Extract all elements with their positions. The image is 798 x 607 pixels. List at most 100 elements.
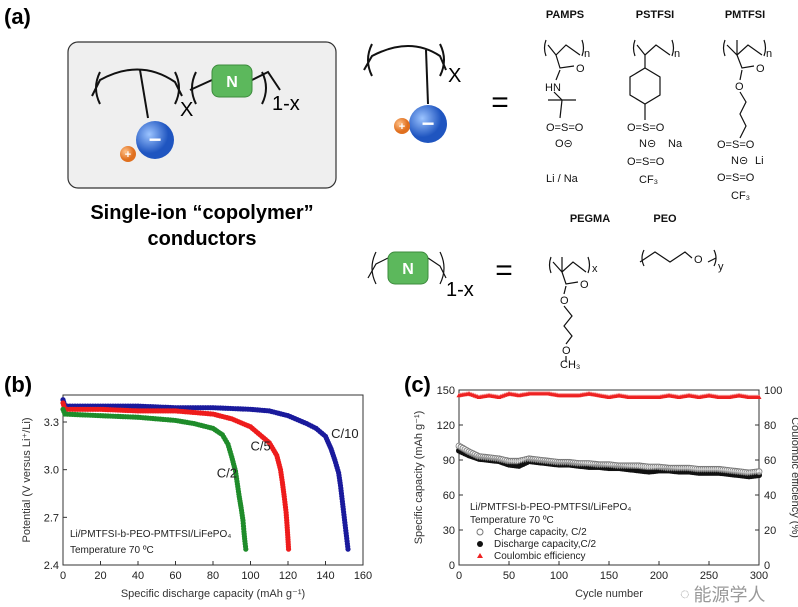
cation-sign: + bbox=[125, 149, 131, 161]
y-tick-label: 150 bbox=[437, 385, 455, 397]
anion-icon bbox=[136, 121, 174, 159]
x-tick-label: 60 bbox=[169, 570, 181, 582]
legend-label: Coulombic efficiency bbox=[494, 551, 586, 562]
atom-label: O bbox=[576, 63, 585, 75]
x-tick-label: 160 bbox=[354, 570, 372, 582]
atom-label: Na bbox=[668, 138, 683, 150]
neutral-block-icon bbox=[387, 251, 429, 285]
legend-marker-discharge bbox=[477, 541, 483, 547]
watermark: ◌ 能源学人 bbox=[680, 585, 766, 605]
y-right-tick-label: 100 bbox=[764, 385, 782, 397]
x-tick-label: 200 bbox=[650, 570, 668, 582]
ionic-block-chain bbox=[363, 43, 447, 105]
atom-label: O=S=O bbox=[717, 172, 755, 184]
atom-label: O bbox=[580, 279, 589, 291]
atom-label: N⊝ bbox=[731, 155, 748, 167]
x-tick-label: 120 bbox=[279, 570, 297, 582]
pmtfsi-name: PMTFSI bbox=[725, 9, 765, 21]
cation-icon bbox=[394, 118, 410, 134]
x-tick-label: 0 bbox=[456, 570, 462, 582]
anion-sign: − bbox=[149, 127, 162, 152]
y-tick-label: 30 bbox=[443, 525, 455, 537]
panel-label: (c) bbox=[404, 372, 431, 397]
x-axis-label: Cycle number bbox=[575, 588, 643, 600]
equals-sign: = bbox=[491, 86, 509, 119]
y-right-tick-label: 40 bbox=[764, 490, 776, 502]
equals-sign: = bbox=[495, 254, 513, 287]
x-tick-label: 100 bbox=[241, 570, 259, 582]
neutral-block-label: N bbox=[402, 261, 414, 278]
atom-label: x bbox=[592, 263, 598, 275]
wechat-icon: ◌ bbox=[680, 586, 690, 603]
y-tick-label: 2.4 bbox=[44, 560, 59, 572]
cation-icon bbox=[120, 146, 136, 162]
chart-b: (b) 0 20 40 60 80 100 120 140 160 2.4 2.7 3.0 3.3 Spec… bbox=[4, 372, 372, 600]
ionic-subscript-x: X bbox=[448, 65, 461, 87]
structure-atom-labels: n O HN O=S=O O⊝ Li / Na n O=S=O N⊝ Na O=… bbox=[545, 48, 772, 370]
y-tick-label: 90 bbox=[443, 455, 455, 467]
series-label: C/10 bbox=[331, 426, 358, 441]
atom-label: O=S=O bbox=[546, 122, 584, 134]
annotation-line2: Temperature 70 ºC bbox=[70, 545, 154, 556]
watermark-text: 能源学人 bbox=[693, 585, 766, 605]
y-tick-label: 120 bbox=[437, 420, 455, 432]
y-right-tick-label: 20 bbox=[764, 525, 776, 537]
atom-label: N⊝ bbox=[639, 138, 656, 150]
y-axis-label: Specific capacity (mAh g⁻¹) bbox=[413, 411, 425, 545]
x-tick-label: 40 bbox=[132, 570, 144, 582]
atom-label: HN bbox=[545, 82, 561, 94]
atom-label: O=S=O bbox=[627, 122, 665, 134]
legend-label: Discharge capacity,C/2 bbox=[494, 539, 597, 550]
x-tick-label: 80 bbox=[207, 570, 219, 582]
atom-label: O bbox=[735, 81, 744, 93]
anion-sign: − bbox=[422, 111, 435, 136]
charge-point bbox=[755, 468, 763, 476]
annotation-line1: Li/PMTFSI-b-PEO-PMTFSI/LiFePO₄ bbox=[470, 502, 631, 513]
pegma-name: PEGMA bbox=[570, 213, 610, 225]
atom-label: y bbox=[718, 261, 724, 273]
neutral-subscript-1-x: 1-x bbox=[446, 279, 474, 301]
pstfsi-name: PSTFSI bbox=[636, 9, 675, 21]
chart-c: (c)0 50 100 150 200 250 3000306090120150Cycle … bbox=[404, 372, 798, 600]
series-label: C/2 bbox=[217, 466, 237, 481]
pamps-name: PAMPS bbox=[546, 9, 584, 21]
atom-label: O bbox=[756, 63, 765, 75]
legend-marker-charge bbox=[476, 528, 484, 536]
x-tick-label: 100 bbox=[550, 570, 568, 582]
x-tick-label: 20 bbox=[94, 570, 106, 582]
x-tick-label: 300 bbox=[750, 570, 768, 582]
atom-label: n bbox=[766, 48, 772, 60]
atom-label: O bbox=[694, 254, 703, 266]
y-right-tick-label: 80 bbox=[764, 420, 776, 432]
panel-a-diagram: (a) N X 1-x − + Single-ion “copolymer” c… bbox=[4, 4, 772, 370]
atom-label: CF₃ bbox=[639, 174, 658, 186]
atom-label: Li / Na bbox=[546, 173, 579, 185]
atom-label: Li bbox=[755, 155, 764, 167]
x-tick-label: 50 bbox=[503, 570, 515, 582]
legend-label: Charge capacity, C/2 bbox=[494, 527, 587, 538]
neutral-block-label: N bbox=[226, 74, 238, 91]
x-tick-label: 0 bbox=[60, 570, 66, 582]
y-tick-label: 60 bbox=[443, 490, 455, 502]
legend-marker-ce bbox=[477, 553, 483, 558]
anion-icon bbox=[409, 105, 447, 143]
neutral-block-icon bbox=[211, 64, 253, 98]
atom-label: n bbox=[674, 48, 680, 60]
y-right-tick-label: 0 bbox=[764, 560, 770, 572]
subscript-1-x: 1-x bbox=[272, 93, 300, 115]
annotation-line1: Li/PMTFSI-b-PEO-PMTFSI/LiFePO₄ bbox=[70, 529, 231, 540]
data-point bbox=[285, 546, 292, 552]
atom-label: CH₃ bbox=[560, 359, 580, 370]
cation-sign: + bbox=[399, 121, 405, 133]
y-tick-label: 2.7 bbox=[44, 512, 59, 524]
atom-label: O=S=O bbox=[627, 156, 665, 168]
caption-line2: conductors bbox=[148, 228, 257, 250]
structure-bonds bbox=[367, 39, 767, 362]
y-tick-label: 3.3 bbox=[44, 417, 59, 429]
y-axis-label: Potential (V versus Li⁺/Li) bbox=[21, 417, 33, 542]
peo-name: PEO bbox=[653, 213, 677, 225]
panel-label: (b) bbox=[4, 372, 32, 397]
x-axis-label: Specific discharge capacity (mAh g⁻¹) bbox=[121, 588, 305, 600]
subscript-x: X bbox=[180, 99, 193, 121]
